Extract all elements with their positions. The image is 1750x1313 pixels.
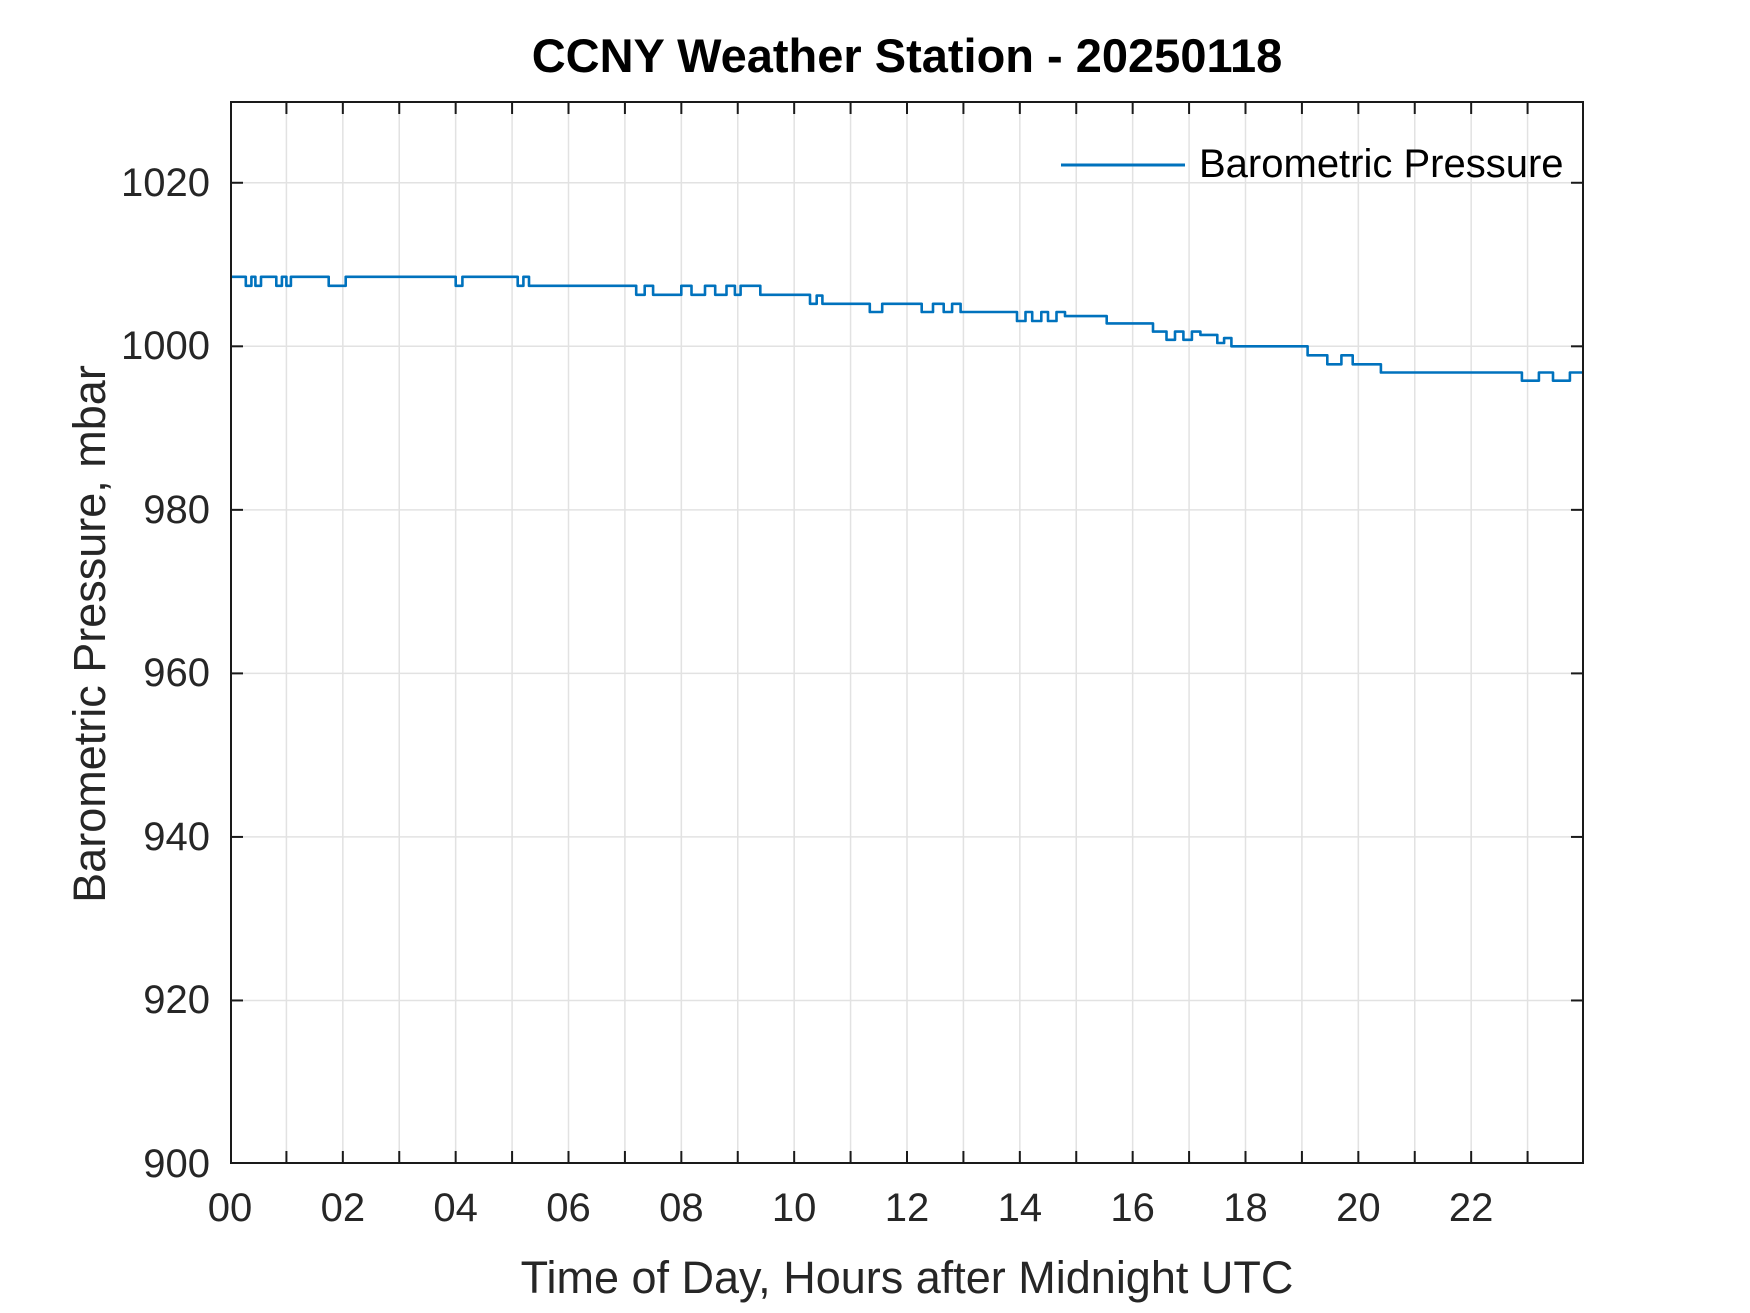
chart-title: CCNY Weather Station - 20250118 [531,29,1283,82]
y-tick-label: 940 [143,814,210,859]
x-tick-label: 06 [546,1186,591,1230]
y-tick-label: 960 [143,651,210,696]
x-tick-label: 22 [1448,1186,1494,1230]
y-tick-label: 1020 [121,160,210,205]
x-axis-label: Time of Day, Hours after Midnight UTC [520,1252,1294,1303]
y-tick-label: 900 [143,1142,210,1186]
x-tick-label: 18 [1223,1186,1268,1230]
x-tick-label: 12 [884,1186,930,1230]
y-tick-label: 1000 [121,324,210,369]
pressure-line [230,275,1584,382]
axes-box [230,101,1584,1164]
legend-entry-label: Barometric Pressure [1199,142,1564,186]
x-tick-label: 20 [1336,1186,1381,1230]
legend: Barometric Pressure [1059,142,1564,187]
legend-line-sample [1061,163,1185,166]
x-tick-label: 02 [320,1186,366,1230]
x-tick-label: 04 [433,1186,478,1230]
x-tick-label: 16 [1110,1186,1155,1230]
x-tick-label: 14 [997,1186,1043,1230]
y-tick-label: 980 [143,487,210,532]
x-tick-label: 10 [771,1186,817,1230]
plot-canvas [230,101,1584,1164]
x-tick-label: 08 [659,1186,704,1230]
plot-area [230,101,1584,1164]
y-tick-label: 920 [143,978,210,1023]
x-tick-label: 00 [207,1186,253,1230]
